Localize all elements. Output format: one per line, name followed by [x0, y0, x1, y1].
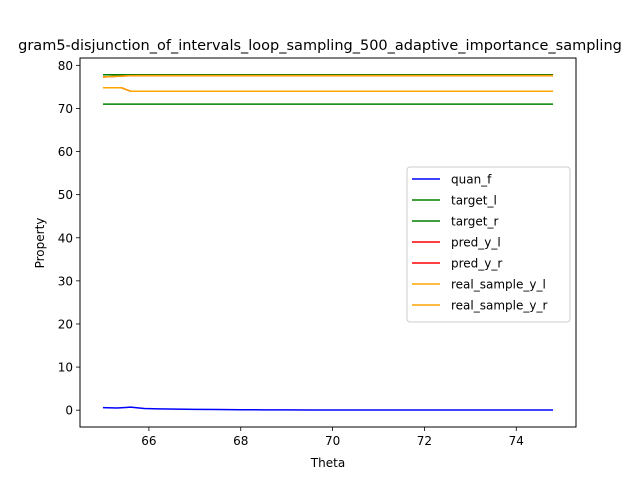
legend: quan_f target_l target_r pred_y_l pred_y_rre… — [406, 166, 571, 323]
y-tick-label: 0 — [65, 404, 73, 418]
legend-entry: real_sample_y_l — [451, 278, 546, 292]
legend-box — [406, 166, 571, 323]
legend-entry: pred_y_l — [451, 236, 501, 250]
legend-entry: quan_f — [451, 173, 492, 187]
y-tick-label: 50 — [58, 188, 73, 202]
y-tick-label: 40 — [58, 231, 73, 245]
y-axis-ticks: 0 10 20 30 40 50 60 70 80 — [58, 59, 80, 418]
x-axis-ticks: 66 68 70 72 74 — [141, 427, 524, 448]
plot-frame — [79, 57, 577, 428]
legend-entry: target_r — [451, 215, 498, 229]
y-tick-label: 20 — [58, 317, 73, 331]
legend-entry: pred_y_r — [451, 257, 502, 271]
chart-title: gram5-disjunction_of_intervals_loop_samp… — [18, 38, 622, 54]
x-tick-label: 72 — [417, 434, 432, 448]
x-tick-label: 68 — [233, 434, 248, 448]
y-tick-label: 60 — [58, 145, 73, 159]
x-tick-label: 70 — [325, 434, 340, 448]
series-layer — [102, 74, 554, 411]
y-axis-label: Property — [33, 218, 47, 269]
legend-entry: real_sample_y_r — [451, 299, 547, 313]
legend-entry: target_l — [451, 194, 497, 208]
y-tick-label: 70 — [58, 102, 73, 116]
series-line-real-sample-y-l — [102, 86, 554, 92]
y-tick-label: 10 — [58, 361, 73, 375]
x-tick-label: 66 — [141, 434, 156, 448]
y-tick-label: 30 — [58, 274, 73, 288]
series-line-quan-f — [102, 406, 554, 411]
series-line-real-sample-y-r — [102, 74, 554, 78]
x-axis-label: Theta — [310, 456, 345, 470]
y-tick-label: 80 — [58, 59, 73, 73]
x-tick-label: 74 — [509, 434, 524, 448]
